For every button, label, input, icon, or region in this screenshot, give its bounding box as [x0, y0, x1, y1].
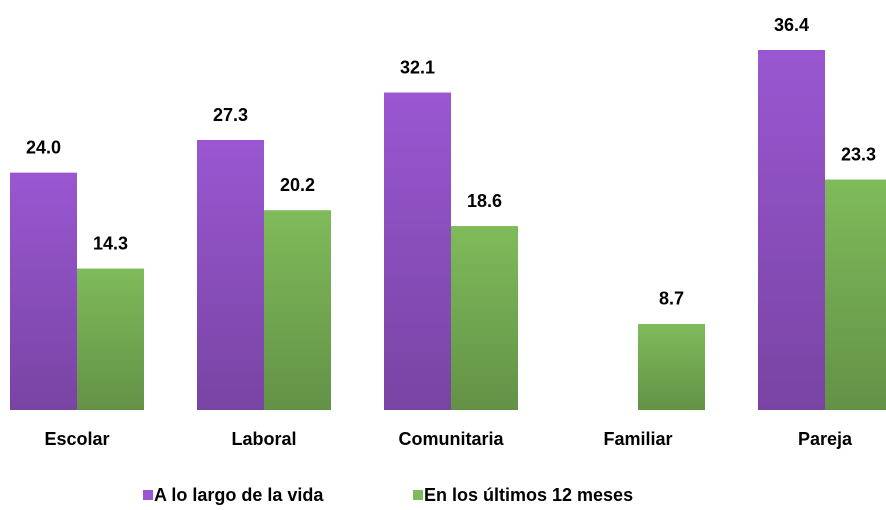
x-tick-label: Escolar	[44, 429, 109, 449]
data-label: 18.6	[467, 191, 502, 211]
bar-shade	[77, 268, 144, 410]
data-label: 8.7	[659, 289, 684, 309]
legend-label: A lo largo de la vida	[154, 485, 324, 505]
data-label: 24.0	[26, 137, 61, 157]
bar-shade	[758, 50, 825, 410]
bar-shade	[451, 226, 518, 410]
bar-shade	[638, 323, 705, 410]
x-tick-label: Pareja	[798, 429, 853, 449]
data-label: 27.3	[213, 105, 248, 125]
data-label: 32.1	[400, 57, 435, 77]
x-tick-label: Laboral	[231, 429, 296, 449]
legend-swatch	[143, 490, 153, 500]
data-label: 20.2	[280, 175, 315, 195]
x-tick-label: Comunitaria	[398, 429, 504, 449]
bar-shade	[264, 210, 331, 410]
legend-label: En los últimos 12 meses	[424, 485, 633, 505]
bar-shade	[825, 179, 886, 410]
bar-shade	[384, 92, 451, 411]
data-label: 14.3	[93, 233, 128, 253]
bar-shade	[10, 172, 77, 410]
bar-shade	[197, 140, 264, 410]
legend-swatch	[413, 490, 423, 500]
x-tick-label: Familiar	[603, 429, 672, 449]
data-label: 36.4	[774, 15, 809, 35]
data-label: 23.3	[841, 144, 876, 164]
